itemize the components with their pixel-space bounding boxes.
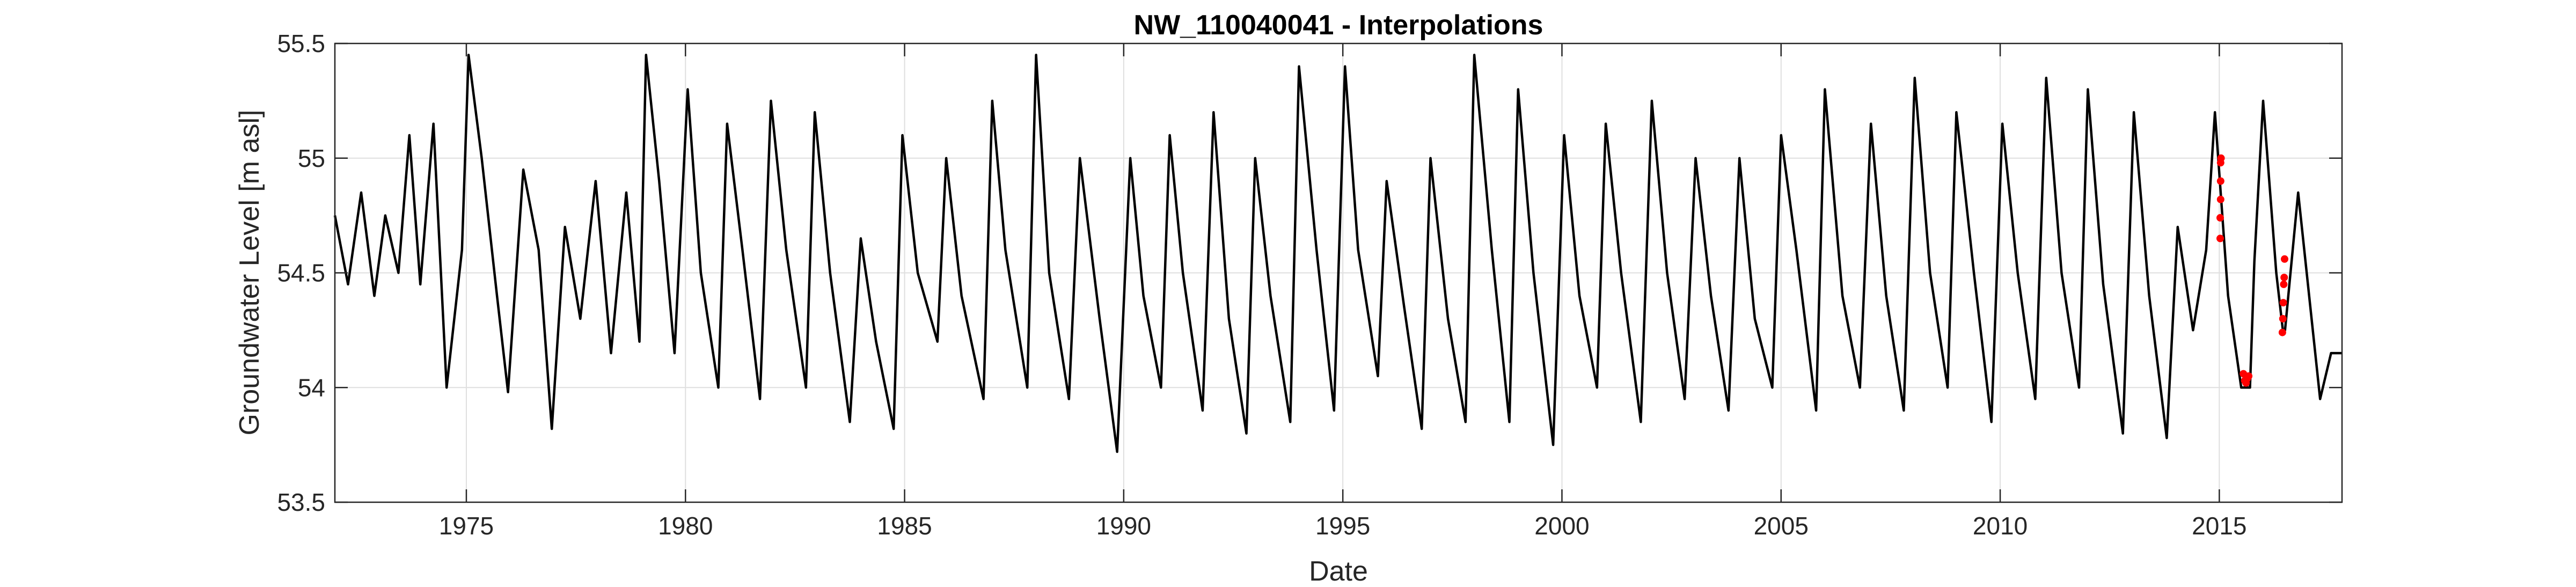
interpolated-point <box>2279 299 2287 307</box>
interpolated-point <box>2216 214 2224 222</box>
x-tick-label: 1995 <box>1315 512 1370 540</box>
x-tick-label: 2010 <box>1973 512 2028 540</box>
interpolated-point <box>2280 274 2288 282</box>
interpolated-point <box>2280 280 2288 288</box>
x-axis-label: Date <box>1309 556 1368 587</box>
chart-title: NW_110040041 - Interpolations <box>1134 10 1543 41</box>
y-tick-label: 54 <box>298 373 325 401</box>
y-tick-label: 55.5 <box>277 30 325 57</box>
y-tick-label: 55 <box>298 144 325 172</box>
y-tick-label: 54.5 <box>277 259 325 287</box>
axis-ticks <box>335 42 2342 503</box>
interpolated-point <box>2216 195 2224 203</box>
interpolated-point <box>2245 372 2253 380</box>
x-tick-label: 1985 <box>877 512 932 540</box>
interpolated-point <box>2279 315 2287 322</box>
y-tick-label: 53.5 <box>277 488 325 516</box>
interpolated-point <box>2216 177 2224 185</box>
interpolated-point <box>2217 154 2225 162</box>
x-tick-label: 2005 <box>1754 512 1809 540</box>
x-tick-labels: 1975 1980 1985 1990 1995 2000 2005 2010 2015 <box>439 512 2247 540</box>
series-layer <box>333 54 2342 453</box>
x-tick-label: 2000 <box>1534 512 1589 540</box>
interpolated-point <box>2216 234 2224 243</box>
x-tick-label: 1980 <box>658 512 713 540</box>
interpolated-point <box>2281 255 2288 263</box>
x-tick-label: 1975 <box>439 512 494 540</box>
interpolated-point <box>2278 328 2286 336</box>
y-axis-label: Groundwater Level [m asl] <box>234 110 265 436</box>
y-tick-labels: 53.5 54 54.5 55 55.5 <box>277 30 325 516</box>
x-tick-label: 1990 <box>1096 512 1151 540</box>
groundwater-level-line <box>333 54 2342 453</box>
x-tick-label: 2015 <box>2192 512 2246 540</box>
